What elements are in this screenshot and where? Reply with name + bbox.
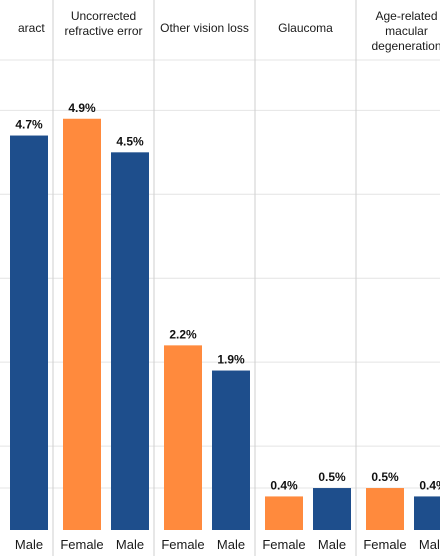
- bar-female-4: [366, 488, 404, 530]
- sex-label-male-1: Male: [116, 537, 144, 552]
- bar-value-label-female-2: 2.2%: [169, 327, 197, 341]
- sex-label-female-2: Female: [161, 537, 204, 552]
- bar-male-2: [212, 370, 250, 530]
- sex-label-female-3: Female: [262, 537, 305, 552]
- bar-value-label-female-1: 4.9%: [68, 101, 96, 115]
- bar-value-label-male-3: 0.5%: [318, 470, 346, 484]
- sex-label-male-4: Male: [419, 537, 440, 552]
- sex-label-female-1: Female: [60, 537, 103, 552]
- group-title-2-line-0: Other vision loss: [160, 21, 249, 35]
- group-title-1-line-0: Uncorrected: [71, 9, 136, 23]
- sex-label-female-4: Female: [363, 537, 406, 552]
- sex-label-male-2: Male: [217, 537, 245, 552]
- bar-value-label-male-1: 4.5%: [116, 134, 144, 148]
- bar-male-0: [10, 135, 48, 531]
- group-title-0-line-0: aract: [18, 21, 45, 35]
- group-title-4-line-0: Age-related: [375, 9, 437, 23]
- bar-value-label-female-4: 0.5%: [371, 470, 399, 484]
- group-title-4-line-2: degeneration: [371, 39, 440, 53]
- sex-label-male-3: Male: [318, 537, 346, 552]
- bar-female-3: [265, 496, 303, 530]
- bar-female-2: [164, 345, 202, 530]
- bar-male-3: [313, 488, 351, 530]
- bar-value-label-male-2: 1.9%: [217, 353, 245, 367]
- bar-male-4: [414, 496, 440, 530]
- group-title-1-line-1: refractive error: [64, 24, 142, 38]
- sex-label-male-0: Male: [15, 537, 43, 552]
- bar-value-label-male-4: 0.4%: [419, 478, 440, 492]
- group-title-4-line-1: macular: [385, 24, 428, 38]
- bar-value-label-male-0: 4.7%: [15, 118, 43, 132]
- bar-value-label-female-3: 0.4%: [270, 478, 298, 492]
- group-title-3-line-0: Glaucoma: [278, 21, 333, 35]
- bar-female-1: [63, 118, 101, 530]
- bar-male-1: [111, 152, 149, 531]
